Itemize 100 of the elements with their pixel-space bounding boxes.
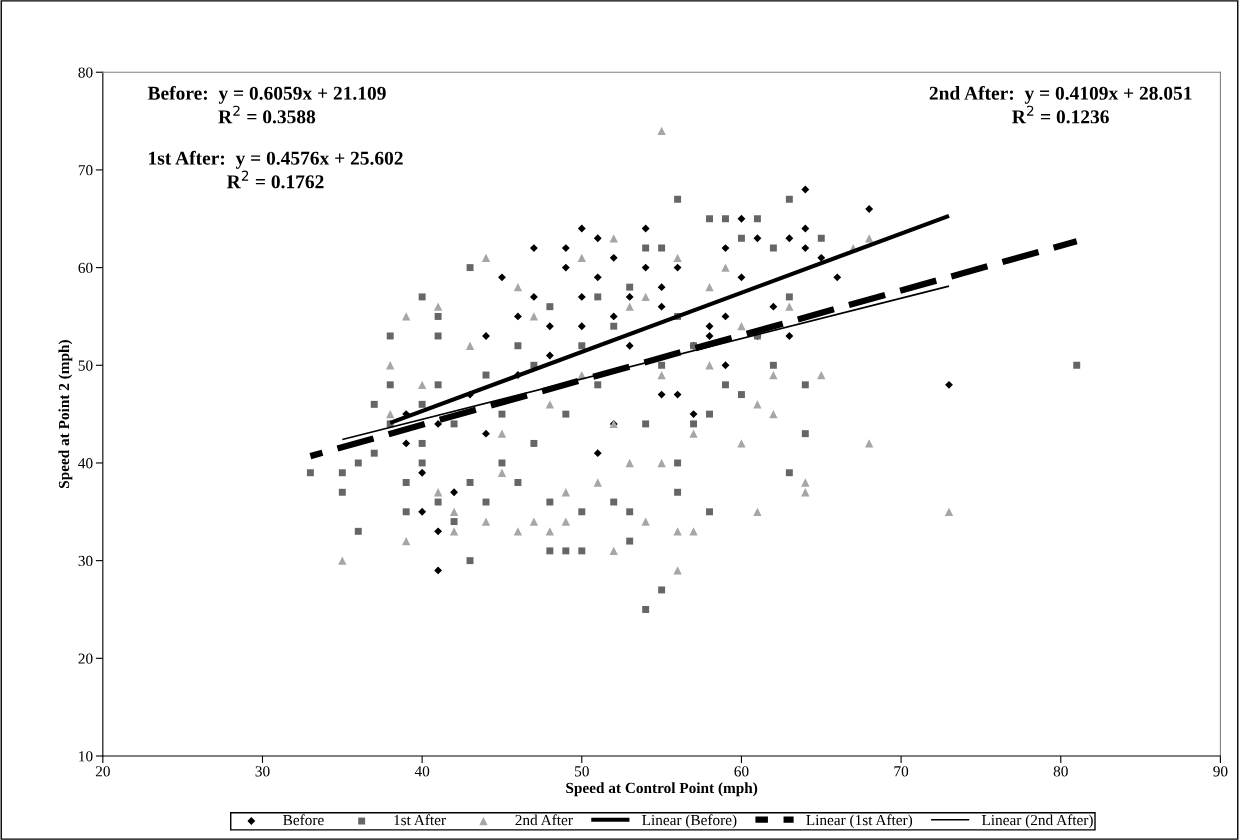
point	[673, 263, 682, 272]
point	[657, 458, 666, 468]
point	[785, 234, 794, 243]
point	[865, 205, 874, 213]
legend-label: Linear (1st After)	[806, 814, 913, 829]
point	[465, 341, 475, 350]
point	[417, 380, 427, 389]
y-tick-label: 40	[78, 458, 93, 469]
point	[801, 244, 810, 252]
x-tick-label: 20	[95, 766, 110, 777]
point	[689, 527, 698, 536]
point	[737, 439, 746, 448]
point	[721, 312, 730, 321]
point	[433, 302, 443, 311]
point	[529, 244, 538, 252]
point	[482, 429, 490, 438]
point	[418, 468, 427, 477]
x-tick-label: 60	[734, 766, 749, 777]
point	[593, 273, 602, 282]
point	[801, 478, 810, 487]
y-tick-label: 60	[78, 262, 93, 274]
legend-label: Linear (2nd After)	[981, 814, 1093, 829]
point	[705, 361, 714, 370]
point	[625, 302, 634, 311]
point	[785, 332, 794, 340]
point	[577, 292, 586, 301]
point	[577, 224, 586, 233]
point	[657, 390, 666, 399]
annotation: Before: y = 0.6059x + 21.109 R$^{2}$ = 0.3588	[147, 85, 386, 124]
point	[561, 244, 570, 252]
point	[769, 370, 778, 380]
point	[769, 409, 778, 419]
point	[418, 507, 427, 516]
point	[753, 507, 762, 516]
point	[673, 390, 682, 399]
point	[609, 253, 618, 262]
point	[785, 302, 794, 311]
point	[641, 224, 650, 233]
point	[545, 400, 555, 409]
x-tick-label: 90	[1213, 766, 1228, 777]
point	[753, 234, 762, 243]
point	[529, 292, 538, 301]
y-tick-label: 10	[79, 751, 93, 762]
point	[561, 517, 570, 526]
point	[545, 527, 555, 536]
point	[657, 283, 666, 292]
point	[705, 322, 714, 331]
point	[801, 185, 810, 194]
point	[593, 478, 602, 487]
legend-label: Linear (Before)	[642, 814, 737, 829]
point	[434, 566, 443, 575]
point	[529, 517, 539, 526]
point	[833, 273, 842, 282]
point	[609, 546, 618, 556]
x-tick-label: 40	[414, 766, 430, 777]
point	[625, 341, 634, 350]
point	[498, 273, 506, 282]
point	[705, 282, 714, 292]
point	[481, 517, 491, 526]
point	[513, 527, 523, 536]
point	[944, 507, 954, 516]
point	[721, 263, 730, 272]
point	[689, 429, 698, 438]
y-tick-label: 20	[78, 653, 93, 664]
annotation: 1st After: y = 0.4576x + 25.602 R$^{2}$ = 0.1762	[149, 150, 403, 189]
point	[689, 410, 698, 419]
point	[625, 292, 634, 301]
point	[737, 273, 746, 282]
point	[338, 556, 347, 565]
point	[497, 468, 507, 477]
x-tick-label: 80	[1053, 766, 1068, 777]
point	[673, 527, 682, 536]
point	[801, 224, 810, 233]
point	[721, 361, 730, 370]
point	[433, 488, 443, 497]
point	[434, 527, 443, 536]
point	[625, 458, 634, 468]
point	[657, 302, 666, 311]
point	[434, 419, 443, 428]
point	[817, 253, 826, 262]
point	[450, 488, 458, 497]
point	[577, 322, 586, 331]
point	[449, 527, 459, 536]
y-tick-label: 30	[78, 555, 93, 567]
point	[737, 322, 746, 331]
legend-label: Before	[283, 814, 324, 826]
point	[721, 244, 730, 252]
point	[657, 370, 666, 380]
point	[593, 234, 602, 243]
point	[402, 312, 411, 321]
legend-label: 2nd After	[515, 814, 573, 826]
point	[561, 263, 570, 272]
point	[657, 126, 666, 136]
x-tick-label: 70	[894, 766, 909, 777]
point	[817, 370, 826, 380]
point	[449, 507, 459, 516]
point	[641, 263, 650, 272]
point	[497, 429, 507, 438]
point	[945, 380, 953, 389]
y-tick-label: 50	[78, 360, 93, 371]
